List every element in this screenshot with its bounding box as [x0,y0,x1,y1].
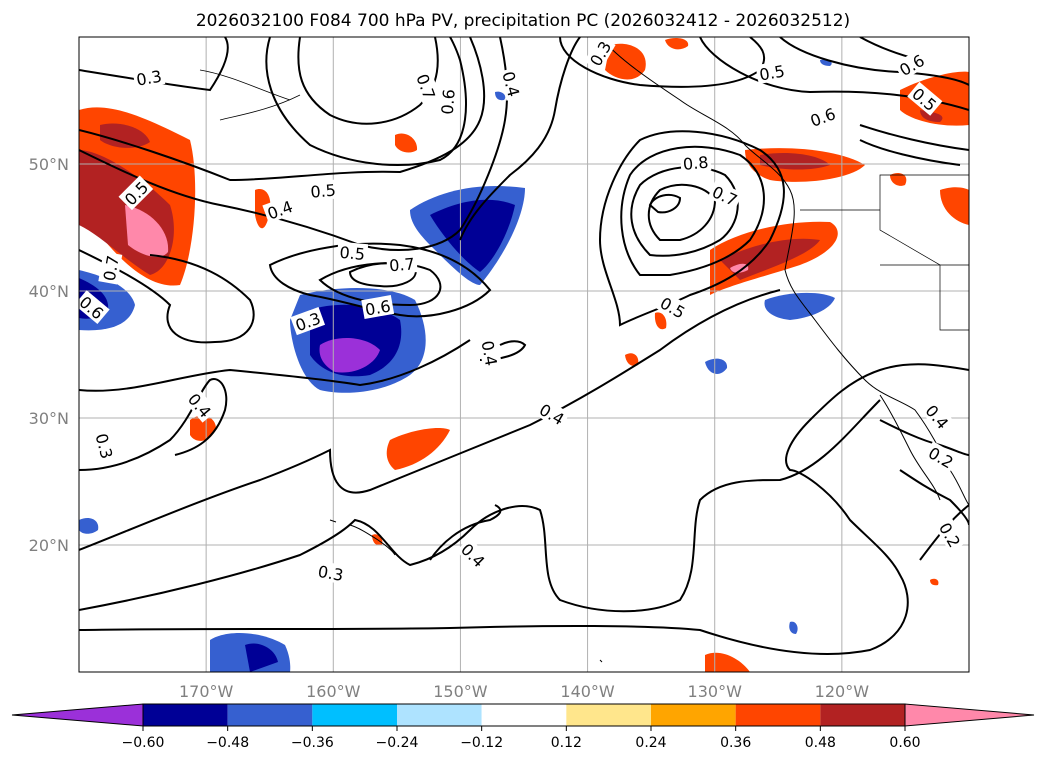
colorbar-tick-label: 0.24 [635,735,666,751]
contour-label: 0.7 [98,251,123,285]
colorbar-swatch [312,704,397,726]
contour-label-bg [934,516,967,553]
colorbar-swatch [481,704,567,726]
contour-label-bg [262,195,298,224]
contour-label-text: 0.4 [478,339,501,367]
contour-label: 0.6 [361,295,395,320]
y-tick-label: 50°N [29,155,69,174]
colorbar-swatch [651,704,736,726]
colorbar-swatch [820,704,905,726]
contour-label-text: 0.5 [758,61,786,84]
contour-label-bg [436,85,458,118]
colorbar-extend-min [11,703,144,727]
contour-label: 0.3 [132,65,166,90]
contour-label-bg [907,81,943,116]
contour-label-text: 0.3 [135,67,163,90]
contour-label-bg [98,251,123,285]
contour-label-bg [584,37,616,72]
contour-label: 0.5 [336,241,369,264]
contour-label: 0.2 [934,516,967,553]
contour-label-text: 0.3 [316,562,344,585]
contour-label-bg [386,253,418,275]
contour-label-bg [79,290,110,325]
map-frame [78,36,970,673]
contour-label: 0.5 [307,179,339,202]
chart-title: 2026032100 F084 700 hPa PV, precipitatio… [196,11,850,31]
colorbar-tick-label: 0.48 [805,735,836,751]
coastlines [199,37,969,663]
contour-label-bg [314,560,348,585]
contour-label-bg [307,179,339,201]
x-tick-label: 170°W [179,682,234,701]
contour-label-bg [755,60,789,85]
contour-label-bg [893,48,930,81]
colorbar-tick-label: −0.12 [460,735,503,751]
colorbar-tick-label: −0.48 [206,735,249,751]
colorbar-tick-label: 0.60 [889,735,920,751]
contour-label-bg [132,65,166,90]
contour-label-bg [361,295,395,319]
colorbar-tick-label: −0.24 [376,735,419,751]
y-axis-ticks: 20°N 30°N 40°N 50°N [29,155,69,555]
contour-label-text: 0.8 [682,153,709,174]
y-tick-label: 30°N [29,409,69,428]
contour-label-text: 0.5 [339,243,366,264]
x-tick-label: 120°W [815,682,870,701]
contour-label-bg [412,69,441,104]
contour-label: 0.3 [314,560,348,585]
contour-label: 0.2 [923,441,960,473]
contour-label-bg [920,398,955,435]
contour-label: 0.6 [436,85,459,118]
contour-label-bg [534,398,570,430]
pv-contour-lines [79,37,969,655]
contour-label-text: 0.7 [388,254,415,275]
contour-label-bg [655,291,691,323]
x-tick-label: 130°W [688,682,743,701]
contour-label-bg [679,151,712,174]
colorbar-swatch [143,704,228,726]
colorbar-tick-label: 0.36 [720,735,751,751]
contour-label-bg [183,387,218,423]
contour-label-bg [805,102,840,131]
colorbar-swatch [397,704,482,726]
colorbar-tick-label: −0.60 [122,735,165,751]
map-area: 0.30.50.40.50.70.6 0.30.60.70.50.40.30.60… [79,37,969,672]
graticule-grid [79,37,969,672]
contour-label-bg [923,441,960,473]
contour-label-bg [118,175,154,211]
colorbar-swatch [227,704,313,726]
contour-label-text: 0.6 [438,88,459,115]
contour-label-bg [478,336,503,370]
x-tick-label: 150°W [433,682,488,701]
contour-label: 0.4 [478,336,503,370]
contour-label-bg [498,66,525,101]
x-tick-label: 160°W [306,682,361,701]
colorbar-tick-label: 0.12 [551,735,582,751]
colorbar: −0.60 −0.48 −0.36 −0.24 −0.12 0.12 0.24 0.36 0.4… [11,703,1035,751]
contour-label: 0.7 [386,253,418,275]
contour-label: 0.8 [679,151,712,174]
colorbar-frame [142,703,906,727]
contour-label-bg [290,306,326,336]
contour-label-text: 0.5 [310,181,337,202]
contour-label-text: 0.7 [100,254,123,282]
contour-label-bg [456,537,491,573]
y-tick-label: 20°N [29,536,69,555]
colorbar-tick-label: −0.36 [291,735,334,751]
colorbar-extend-max [904,703,1035,727]
contour-label-bg [91,428,118,463]
contour-label-bg [336,241,369,264]
colorbar-swatch [735,704,821,726]
colorbar-swatch [566,704,651,726]
contour-label-text: 0.6 [364,296,392,319]
x-tick-label: 140°W [560,682,615,701]
y-tick-label: 40°N [29,282,69,301]
contour-label-bg [707,180,743,211]
x-axis-ticks: 170°W 160°W 150°W 140°W 130°W 120°W [179,682,869,701]
contour-label: 0.5 [755,60,789,85]
contour-label: 0.3 [91,428,118,463]
